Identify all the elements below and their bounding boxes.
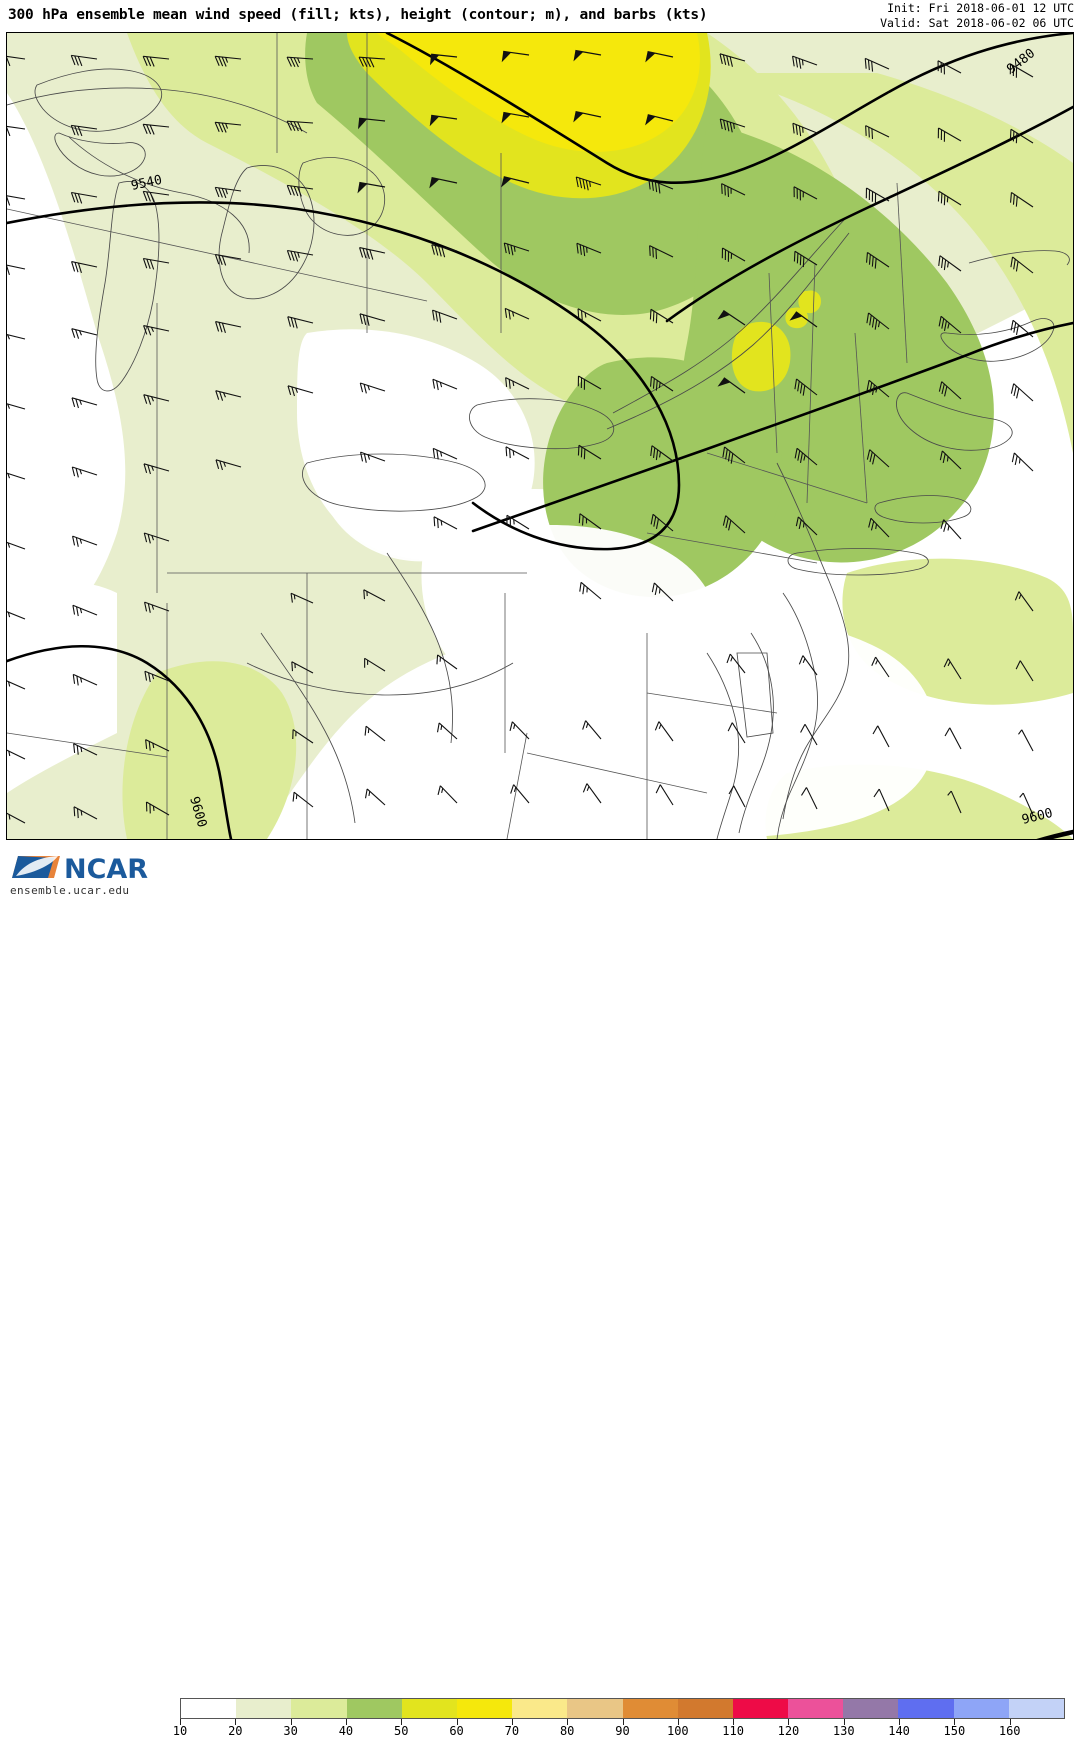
contour-9560 xyxy=(471,321,1073,533)
colorbar-label-100: 100 xyxy=(666,1724,689,1738)
colorbar-label-20: 20 xyxy=(228,1724,243,1738)
colorbar-segment-90 xyxy=(622,1699,678,1718)
colorbar-segment-10 xyxy=(181,1699,237,1718)
colorbar-segment-50 xyxy=(401,1699,457,1718)
fill-band-50-60 xyxy=(377,33,700,152)
colorbar-segment-130 xyxy=(843,1699,899,1718)
geography-outlines xyxy=(7,33,1070,839)
colorbar-tick-labels: 10 20 30 40 50 60 70 80 90 100 110 120 130 140 150 160 xyxy=(0,1724,1080,1742)
colorbar-label-160: 160 xyxy=(998,1724,1021,1738)
colorbar-label-80: 80 xyxy=(559,1724,575,1738)
colorbar-label-110: 110 xyxy=(722,1724,744,1738)
map-canvas: 9540 9480 9600 9600 xyxy=(7,33,1073,839)
colorbar-segment-40 xyxy=(346,1699,402,1718)
contour-9480-upper xyxy=(385,33,1073,184)
colorbar-segment-20 xyxy=(236,1699,292,1718)
logo-url[interactable]: ensemble.ucar.edu xyxy=(10,884,130,897)
contour-9600-right xyxy=(1042,831,1073,839)
colorbar-segment-30 xyxy=(291,1699,347,1718)
fill-white-gaps xyxy=(313,374,936,839)
ncar-logo-svg: NCAR xyxy=(12,854,148,885)
colorbar-segment-70 xyxy=(512,1699,568,1718)
header: 300 hPa ensemble mean wind speed (fill; … xyxy=(0,0,1080,32)
colorbar-segment-80 xyxy=(567,1699,623,1718)
contour-9600-right-b xyxy=(1036,829,1073,839)
contour-label-9540: 9540 xyxy=(130,173,164,194)
colorbar-label-150: 150 xyxy=(943,1724,966,1738)
colorbar-segment-160 xyxy=(1008,1699,1064,1718)
colorbar-label-130: 130 xyxy=(832,1724,855,1738)
valid-time: Valid: Sat 2018-06-02 06 UTC xyxy=(880,15,1074,30)
logo-swoosh xyxy=(16,856,58,876)
map-svg: 9540 9480 9600 9600 xyxy=(7,33,1073,839)
colorbar-label-70: 70 xyxy=(504,1724,520,1738)
map-panel[interactable]: 9540 9480 9600 9600 xyxy=(6,32,1074,840)
logo-wordmark: NCAR xyxy=(64,854,148,885)
colorbar-segment-150 xyxy=(953,1699,1009,1718)
init-time: Init: Fri 2018-06-01 12 UTC xyxy=(887,1,1074,15)
colorbar-segment-100 xyxy=(677,1699,733,1718)
colorbar-label-10: 10 xyxy=(172,1724,188,1738)
colorbar-label-120: 120 xyxy=(777,1724,800,1738)
colorbar-label-60: 60 xyxy=(449,1724,464,1738)
height-contours xyxy=(7,33,1073,839)
colorbar-label-30: 30 xyxy=(283,1724,298,1738)
contour-9600-left xyxy=(7,644,233,839)
colorbar-label-40: 40 xyxy=(338,1724,354,1738)
colorbar-label-90: 90 xyxy=(615,1724,630,1738)
contour-9480 xyxy=(665,105,1073,323)
colorbar-segment-110 xyxy=(732,1699,789,1718)
colorbar-label-50: 50 xyxy=(394,1724,409,1738)
ncar-logo[interactable]: NCAR xyxy=(8,848,176,896)
colorbar-segment-60 xyxy=(456,1699,513,1718)
contour-9540 xyxy=(7,201,681,551)
colorbar-segment-120 xyxy=(788,1699,844,1718)
colorbar[interactable] xyxy=(180,1698,1065,1719)
colorbar-label-140: 140 xyxy=(888,1724,910,1738)
time-stamp-block: Init: Fri 2018-06-01 12 UTC Valid: Sat 2… xyxy=(880,1,1074,30)
page-title: 300 hPa ensemble mean wind speed (fill; … xyxy=(8,7,708,23)
colorbar-segment-140 xyxy=(898,1699,954,1718)
contour-label-9600-right: 9600 xyxy=(1020,806,1054,828)
